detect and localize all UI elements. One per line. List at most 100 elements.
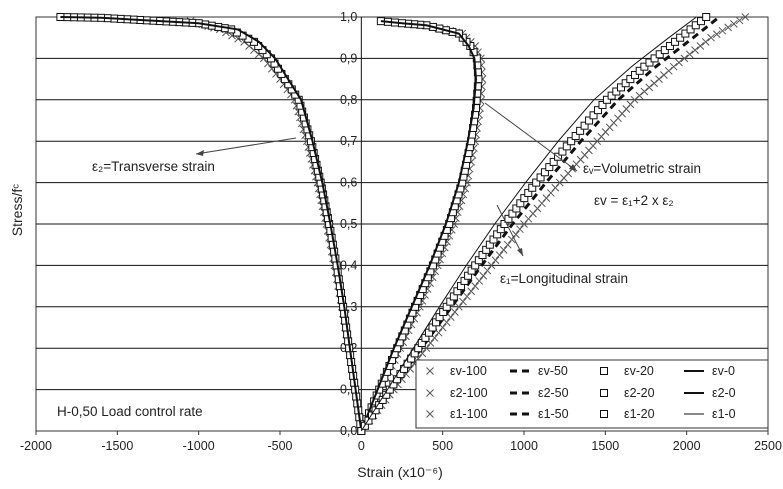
series-10 <box>357 13 711 435</box>
data-point <box>630 95 639 104</box>
annotation-volumetric: εᵥ=Volumetric strain <box>583 161 701 176</box>
data-point <box>598 100 607 109</box>
arrowhead-longitudinal <box>517 248 523 256</box>
x-tick-label: 1500 <box>591 439 619 453</box>
x-tick-label: -500 <box>267 439 292 453</box>
data-point <box>735 16 744 25</box>
data-point <box>442 318 451 327</box>
data-point <box>438 323 447 332</box>
arrowhead-transverse <box>196 150 204 156</box>
data-point <box>701 37 710 46</box>
data-point <box>626 75 635 84</box>
annotation-transverse: ε₂=Transverse strain <box>92 159 215 174</box>
legend-marker <box>600 367 608 375</box>
series-11 <box>360 16 697 432</box>
legend-label: εv-20 <box>624 364 654 378</box>
data-point <box>669 62 678 71</box>
legend-label: ε2-20 <box>624 386 655 400</box>
legend-label: ε1-20 <box>624 407 655 421</box>
legend-marker <box>600 389 608 397</box>
legend-label: ε2-50 <box>538 386 569 400</box>
data-point <box>612 87 621 96</box>
legend-label: ε2-0 <box>712 386 736 400</box>
data-point <box>503 240 512 249</box>
legend-box <box>415 359 769 429</box>
data-point <box>455 302 463 311</box>
data-point <box>558 147 567 156</box>
data-point <box>602 95 611 104</box>
data-point <box>691 46 699 54</box>
data-point <box>696 42 705 50</box>
data-point <box>463 292 471 301</box>
series-3 <box>360 20 478 432</box>
arrowhead-volumetric <box>569 164 577 171</box>
legend-label: εv-100 <box>450 364 487 378</box>
data-point <box>660 46 669 55</box>
data-point <box>691 21 700 30</box>
legend-item: ε1-50 <box>510 407 569 421</box>
x-tick-label: 1000 <box>510 439 538 453</box>
data-point <box>724 23 733 32</box>
y-tick-label: 0,0 <box>340 424 357 438</box>
arrow-longitudinal <box>496 204 524 257</box>
legend-marker <box>426 389 434 397</box>
data-point <box>580 121 589 130</box>
x-tick-label: 2000 <box>673 439 701 453</box>
data-point <box>665 41 674 50</box>
data-point <box>475 277 484 285</box>
data-point <box>499 246 508 254</box>
legend-item: εv-20 <box>600 364 654 378</box>
series-7 <box>60 16 363 432</box>
data-point <box>467 287 475 296</box>
series-line <box>60 16 363 432</box>
data-point <box>635 91 644 100</box>
data-point <box>576 126 585 135</box>
data-point <box>446 313 455 322</box>
data-point <box>545 163 554 172</box>
data-point <box>640 87 649 96</box>
y-tick-label: 0,6 <box>340 176 357 190</box>
series-line <box>360 20 478 432</box>
legend: εv-100 εv-50 εv-20 εv-0 ε2-100 ε2-50 ε2-20 ε2-0… <box>415 359 769 429</box>
data-point <box>660 71 668 79</box>
data-point <box>655 50 664 59</box>
data-point <box>650 54 659 63</box>
data-point <box>459 297 467 306</box>
data-point <box>671 37 680 46</box>
legend-item: ε1-20 <box>600 407 655 421</box>
legend-item: εv-100 <box>426 364 487 378</box>
legend-label: εv-0 <box>712 364 735 378</box>
data-point <box>664 66 673 75</box>
series-9 <box>360 15 721 432</box>
data-point <box>516 225 524 234</box>
data-point <box>650 79 658 88</box>
y-tick-label: 1,0 <box>340 10 357 24</box>
legend-item: ε2-50 <box>510 386 569 400</box>
legend-item: εv-50 <box>510 364 568 378</box>
legend-label: ε1-0 <box>712 407 736 421</box>
data-point <box>707 33 715 42</box>
data-point <box>487 261 496 270</box>
data-point <box>507 235 516 244</box>
data-point <box>640 62 649 71</box>
annotation-longitudinal: ε₁=Longitudinal strain <box>500 271 628 286</box>
data-point <box>645 58 654 67</box>
y-tick-label: 0,8 <box>340 93 357 107</box>
x-tick-label: -1000 <box>183 439 215 453</box>
data-point <box>635 66 644 75</box>
data-point <box>495 251 504 259</box>
data-point <box>685 50 694 59</box>
data-point <box>589 111 598 120</box>
data-point <box>451 308 459 316</box>
data-point <box>585 116 594 125</box>
legend-marker <box>426 410 434 418</box>
data-point <box>607 91 616 100</box>
x-tick-label: 0 <box>358 439 365 453</box>
arrow-transverse <box>195 137 297 155</box>
data-point <box>562 142 571 151</box>
x-axis-label: Strain (x10⁻⁶) <box>357 464 443 480</box>
legend-item: ε2-0 <box>684 386 736 400</box>
legend-label: ε1-50 <box>538 407 569 421</box>
legend-label: ε2-100 <box>450 386 488 400</box>
